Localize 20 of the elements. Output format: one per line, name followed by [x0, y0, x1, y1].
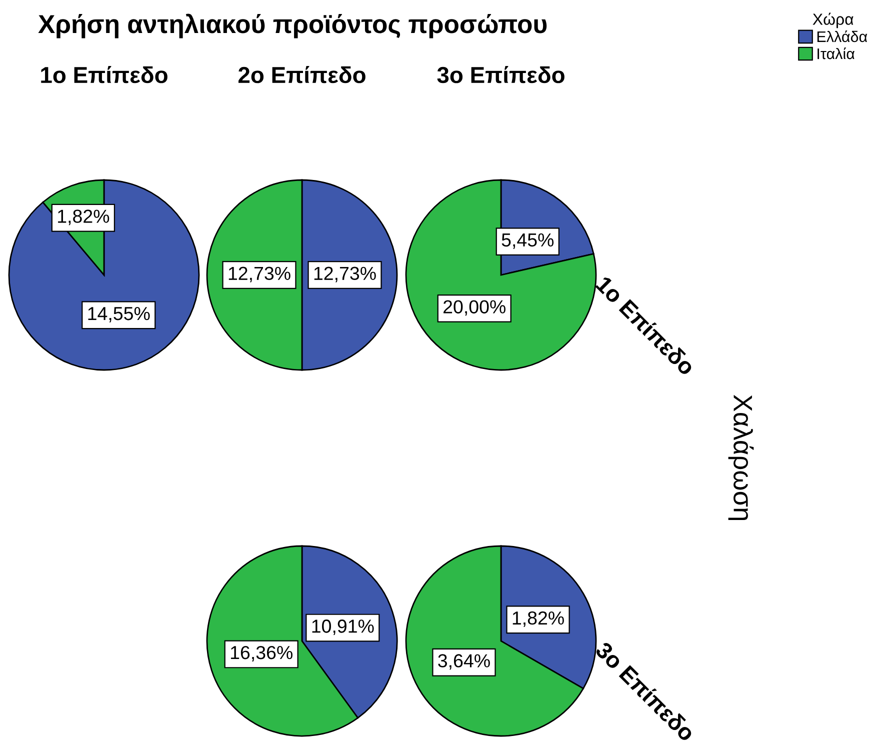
- legend-title: Χώρα: [812, 12, 854, 28]
- legend-label: Ελλάδα: [817, 30, 868, 42]
- chart-subtitle: 2ο Επίπεδο: [238, 66, 366, 84]
- data-label: 1,82%: [58, 210, 110, 226]
- data-label: 12,73%: [314, 266, 376, 282]
- chart-subtitle: 3ο Επίπεδο: [437, 66, 564, 84]
- data-label: 1,82%: [512, 611, 564, 627]
- data-label: 12,73%: [228, 266, 290, 282]
- data-label: 14,55%: [88, 307, 150, 322]
- pie-slice: [8, 179, 200, 371]
- text: Χαλάρωση: [728, 394, 754, 520]
- data-label: 10,91%: [312, 620, 374, 636]
- data-label: 16,36%: [230, 646, 292, 662]
- pie-slice: [405, 179, 597, 371]
- legend-label: Ιταλία: [818, 48, 855, 60]
- text: 1ο Επίπεδο: [41, 66, 168, 84]
- chart-title: Χρήση αντηλιακού προϊόντος προσώπου: [38, 14, 547, 38]
- data-label: 5,45%: [502, 233, 554, 249]
- data-label: 20,00%: [444, 300, 506, 316]
- data-label: 3,64%: [438, 654, 490, 670]
